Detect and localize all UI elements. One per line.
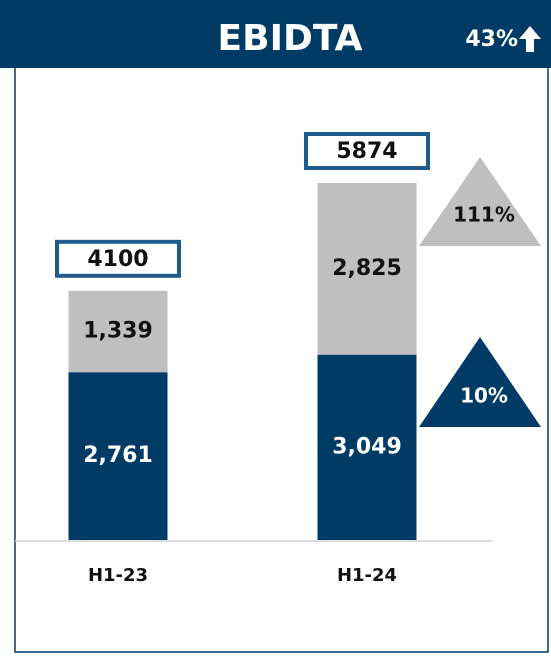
x-tick-label: H1-23 [88, 565, 148, 586]
bar-segment [317, 183, 417, 355]
growth-triangle [419, 157, 541, 246]
bar-segment [68, 290, 168, 373]
total-box [55, 239, 181, 278]
value-label: 1,339 [83, 319, 153, 344]
growth-label: 10% [460, 384, 508, 408]
chart-title: EBIDTA [218, 18, 363, 59]
bar-segment [317, 354, 417, 540]
header-bar [0, 0, 551, 68]
growth-label: 111% [453, 203, 515, 227]
value-label: 3,049 [332, 434, 402, 459]
value-label: 2,761 [83, 443, 153, 468]
x-tick-label: H1-24 [337, 565, 397, 586]
total-label: 5874 [336, 139, 397, 164]
total-label: 4100 [87, 247, 148, 272]
value-label: 2,825 [332, 256, 402, 281]
up-arrow [519, 26, 541, 52]
bar-segment [68, 372, 168, 540]
growth-triangle [419, 337, 541, 427]
total-growth: 43% [465, 27, 518, 52]
total-box [304, 132, 430, 170]
